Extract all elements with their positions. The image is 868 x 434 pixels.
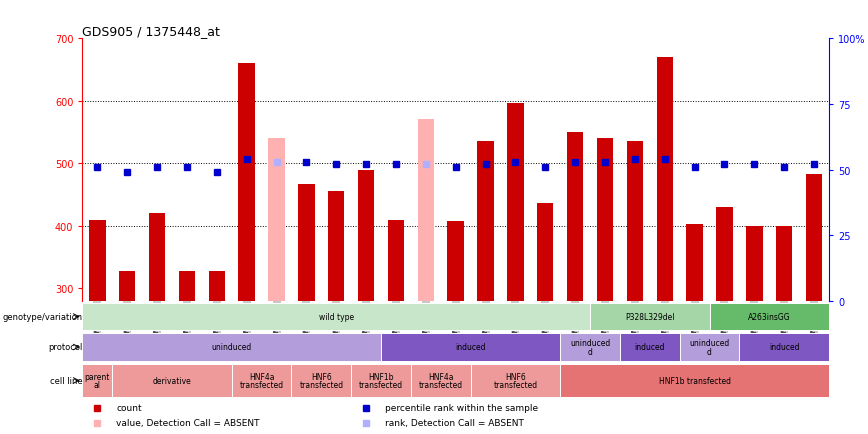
Text: induced: induced (769, 343, 799, 352)
FancyBboxPatch shape (232, 364, 292, 397)
FancyBboxPatch shape (411, 364, 470, 397)
Text: HNF1b
transfected: HNF1b transfected (359, 372, 403, 389)
Bar (208, 271, 225, 301)
Text: protocol: protocol (48, 343, 82, 352)
Bar (119, 272, 135, 301)
FancyBboxPatch shape (470, 364, 560, 397)
Bar (716, 207, 733, 301)
Text: uninduced: uninduced (212, 343, 252, 352)
Bar (89, 220, 106, 301)
Text: count: count (116, 403, 141, 412)
FancyBboxPatch shape (352, 364, 411, 397)
Bar (537, 203, 554, 301)
Bar (299, 184, 314, 301)
Text: percentile rank within the sample: percentile rank within the sample (385, 403, 538, 412)
FancyBboxPatch shape (680, 334, 740, 361)
Bar (746, 226, 762, 301)
Bar (597, 139, 613, 301)
FancyBboxPatch shape (112, 364, 232, 397)
Bar (656, 58, 673, 301)
Text: A263insGG: A263insGG (748, 312, 791, 321)
Bar (806, 174, 822, 301)
Text: HNF1b transfected: HNF1b transfected (659, 376, 731, 385)
FancyBboxPatch shape (560, 334, 620, 361)
Text: GDS905 / 1375448_at: GDS905 / 1375448_at (82, 25, 220, 38)
Text: value, Detection Call = ABSENT: value, Detection Call = ABSENT (116, 418, 260, 427)
Bar (149, 214, 165, 301)
Bar (328, 192, 345, 301)
Text: HNF6
transfected: HNF6 transfected (299, 372, 344, 389)
Bar (567, 133, 583, 301)
FancyBboxPatch shape (292, 364, 352, 397)
Bar (418, 120, 434, 301)
FancyBboxPatch shape (709, 303, 829, 330)
FancyBboxPatch shape (82, 334, 381, 361)
Bar (239, 64, 255, 301)
Text: genotype/variation: genotype/variation (3, 312, 82, 321)
Text: derivative: derivative (153, 376, 192, 385)
Text: induced: induced (635, 343, 665, 352)
Bar (358, 170, 374, 301)
Bar (477, 142, 494, 301)
Text: cell line: cell line (49, 376, 82, 385)
Text: HNF4a
transfected: HNF4a transfected (418, 372, 463, 389)
Text: uninduced
d: uninduced d (570, 339, 610, 356)
Bar (448, 222, 464, 301)
Text: wild type: wild type (319, 312, 354, 321)
Text: uninduced
d: uninduced d (689, 339, 730, 356)
Text: HNF6
transfected: HNF6 transfected (493, 372, 537, 389)
Text: rank, Detection Call = ABSENT: rank, Detection Call = ABSENT (385, 418, 523, 427)
FancyBboxPatch shape (82, 303, 590, 330)
FancyBboxPatch shape (620, 334, 680, 361)
Bar (268, 139, 285, 301)
Text: HNF4a
transfected: HNF4a transfected (240, 372, 284, 389)
Text: P328L329del: P328L329del (625, 312, 674, 321)
Bar (507, 103, 523, 301)
Text: parent
al: parent al (85, 372, 110, 389)
Bar (179, 272, 195, 301)
Bar (776, 227, 792, 301)
Bar (627, 142, 643, 301)
FancyBboxPatch shape (560, 364, 829, 397)
Text: induced: induced (456, 343, 486, 352)
FancyBboxPatch shape (381, 334, 560, 361)
FancyBboxPatch shape (590, 303, 709, 330)
FancyBboxPatch shape (82, 364, 112, 397)
FancyBboxPatch shape (740, 334, 829, 361)
Bar (687, 224, 703, 301)
Bar (388, 220, 404, 301)
